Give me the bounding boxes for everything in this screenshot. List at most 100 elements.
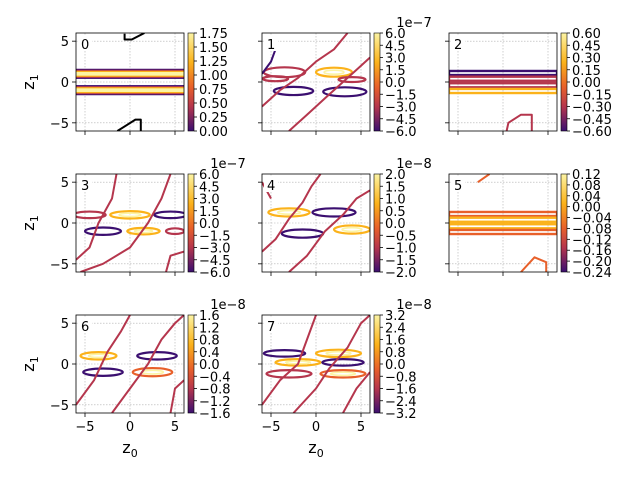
contour-loop-inner — [323, 69, 345, 76]
contour-line — [505, 113, 533, 131]
contour-loop-inner — [87, 353, 110, 359]
colorbar-tick-label: −2.0 — [385, 266, 417, 281]
colorbar-tick-label: −0.20 — [572, 255, 612, 270]
colorbar-tick-label: 0.00 — [572, 76, 601, 91]
colorbar-tick-label: 1.5 — [385, 180, 406, 195]
colorbar-tick-label: −0.08 — [572, 222, 612, 237]
contour-line — [520, 256, 548, 272]
contour-layer — [449, 174, 557, 272]
panel-label-bg — [264, 317, 278, 333]
contour-loop-inner — [276, 209, 302, 216]
contour-loop — [319, 369, 367, 379]
colorbar-tick-label: 0.15 — [572, 64, 601, 79]
contour-layer — [76, 315, 184, 413]
panel-label-bg — [78, 317, 92, 333]
panel-label-bg — [264, 176, 278, 192]
colorbar-tick-label: −1.6 — [199, 407, 231, 422]
colorbar-tick-label: 1.25 — [199, 55, 228, 70]
colorbar — [560, 173, 568, 273]
subplot-1: 1 6.04.53.01.50.0−1.5−3.0−4.5−6.0 1e−7 — [258, 16, 432, 140]
contour-band — [76, 88, 184, 92]
colorbar — [187, 173, 195, 273]
contour-layer — [76, 174, 184, 272]
colorbar-tick-label: 2.4 — [385, 321, 406, 336]
colorbar-tick-label: 1.5 — [199, 205, 220, 220]
contour-band — [449, 223, 557, 230]
colorbar-tick-label: 4.5 — [199, 180, 220, 195]
colorbar-tick-label: 0.12 — [572, 168, 601, 183]
contour-loop — [311, 207, 357, 218]
x-tick-label: −5 — [75, 420, 94, 435]
x-tick-label: −5 — [261, 420, 280, 435]
contour-loop — [109, 210, 151, 220]
colorbar-tick-label: 0.60 — [572, 27, 601, 42]
panel-label: 5 — [454, 179, 462, 194]
contour-loop — [153, 210, 184, 220]
y-axis-label: z1 — [19, 215, 41, 230]
contour-band — [76, 86, 184, 95]
contour-layer — [449, 69, 557, 131]
y-axis-label-sub: 1 — [28, 215, 41, 222]
colorbar-tick-label: 1.75 — [199, 27, 228, 42]
contour-line — [262, 315, 317, 406]
contour-line — [342, 371, 370, 413]
colorbar-tick-label: −0.60 — [572, 125, 612, 140]
colorbar-tick-label: −3.2 — [385, 407, 417, 422]
colorbar-tick-label: 0.00 — [572, 201, 601, 216]
colorbar-tick-label: 0.04 — [572, 190, 601, 205]
subplot-7: 7 −5 0 5 z0 3.22.41.60.80.0−0.8−1.6−2.4−3.2 1e… — [258, 298, 432, 460]
contour-line — [165, 250, 184, 272]
colorbar-tick-label: −0.15 — [572, 88, 612, 103]
contour-line — [123, 33, 145, 41]
colorbar-tick-label: −1.5 — [385, 88, 417, 103]
colorbar-exponent: 1e−8 — [396, 157, 431, 172]
contour-loop — [337, 76, 367, 84]
colorbar-tick-label: −4.5 — [199, 254, 231, 269]
contour-loop — [267, 207, 311, 218]
panel-label-bg — [78, 176, 92, 192]
x-tick-label: 5 — [357, 420, 365, 435]
y-tick-label: −5 — [50, 399, 69, 414]
colorbar-tick-label: −0.5 — [385, 229, 417, 244]
y-axis-label-sub: 1 — [28, 356, 41, 363]
colorbar — [187, 32, 195, 132]
contour-band — [449, 82, 557, 89]
subplot-2: 2 0.600.450.300.150.00−0.15−0.30−0.45−0.6… — [445, 27, 612, 140]
contour-loop — [131, 366, 174, 378]
contour-line — [262, 33, 349, 108]
colorbar-tick-label: −0.8 — [199, 383, 231, 398]
colorbar-tick-label: −0.04 — [572, 212, 612, 227]
panel-label: 2 — [454, 38, 462, 53]
y-tick-label: 0 — [61, 358, 69, 373]
colorbar-tick-label: 3.2 — [385, 309, 406, 324]
contour-loop — [322, 86, 368, 98]
colorbar-tick-label: −0.8 — [385, 370, 417, 385]
contour-loop — [82, 367, 124, 377]
contour-loop — [83, 226, 123, 236]
contour-band — [449, 75, 557, 82]
colorbar-tick-label: 3.0 — [199, 193, 220, 208]
colorbar-tick-label: −6.0 — [199, 266, 231, 281]
y-axis-label: z1 — [19, 356, 41, 371]
colorbar-tick-label: 4.5 — [385, 39, 406, 54]
contour-line — [477, 174, 491, 184]
contour-line — [288, 189, 370, 272]
subplot-6: 6 −5 0 5 5 0 −5 z1 z0 1.61.20.80.40.0−0.4−0.8−1.2… — [19, 298, 246, 460]
colorbar-tick-label: 0.45 — [572, 39, 601, 54]
contour-band — [449, 228, 557, 236]
contour-band — [449, 69, 557, 77]
contour-band — [449, 216, 557, 223]
contour-loop — [79, 351, 118, 361]
y-tick-label: 5 — [61, 317, 69, 332]
contour-band — [449, 87, 557, 95]
colorbar-exponent: 1e−8 — [210, 298, 245, 313]
colorbar-tick-label: 0.0 — [385, 358, 406, 373]
contour-loop — [314, 66, 354, 78]
contour-line — [116, 118, 142, 131]
x-axis-label-sub: 0 — [317, 447, 324, 460]
colorbar-exponent: 1e−7 — [396, 16, 431, 31]
x-axis-label: z0 — [122, 438, 137, 460]
y-tick-label: 5 — [61, 176, 69, 191]
colorbar — [560, 32, 568, 132]
